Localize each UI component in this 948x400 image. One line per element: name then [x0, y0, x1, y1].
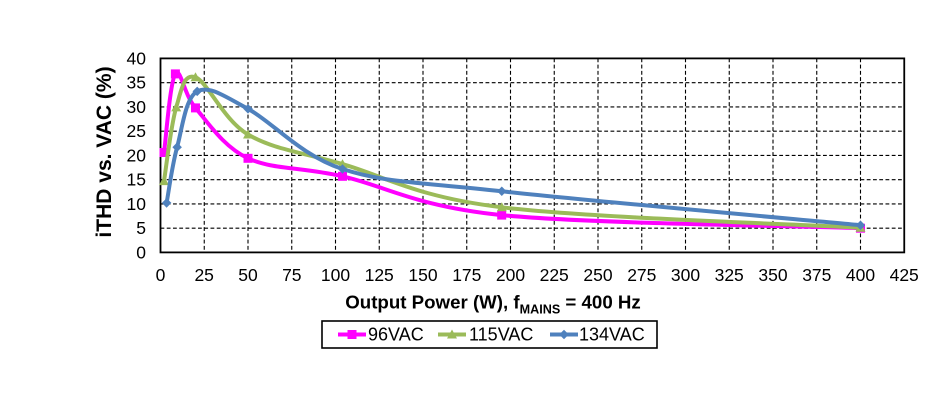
svg-text:0: 0 — [156, 265, 166, 285]
svg-text:425: 425 — [890, 265, 919, 285]
svg-text:275: 275 — [627, 265, 656, 285]
svg-text:5: 5 — [136, 218, 146, 238]
svg-text:25: 25 — [127, 121, 146, 141]
svg-text:96VAC: 96VAC — [368, 325, 424, 345]
svg-text:40: 40 — [127, 48, 147, 68]
svg-text:50: 50 — [238, 265, 258, 285]
svg-text:350: 350 — [758, 265, 787, 285]
svg-text:150: 150 — [408, 265, 437, 285]
svg-text:175: 175 — [452, 265, 481, 285]
svg-text:375: 375 — [802, 265, 831, 285]
svg-text:100: 100 — [321, 265, 350, 285]
svg-text:30: 30 — [127, 97, 147, 117]
svg-text:200: 200 — [496, 265, 525, 285]
svg-text:75: 75 — [282, 265, 301, 285]
svg-text:115VAC: 115VAC — [469, 325, 533, 345]
svg-text:0: 0 — [136, 242, 146, 262]
svg-text:225: 225 — [540, 265, 569, 285]
svg-text:134VAC: 134VAC — [579, 325, 645, 345]
svg-text:15: 15 — [127, 170, 146, 190]
svg-text:400: 400 — [846, 265, 875, 285]
svg-text:iTHD vs. VAC (%): iTHD vs. VAC (%) — [93, 66, 116, 237]
svg-text:300: 300 — [671, 265, 700, 285]
svg-text:35: 35 — [127, 73, 146, 93]
svg-text:125: 125 — [365, 265, 394, 285]
svg-text:25: 25 — [194, 265, 213, 285]
svg-text:325: 325 — [715, 265, 744, 285]
svg-text:10: 10 — [127, 194, 147, 214]
svg-text:20: 20 — [127, 145, 147, 165]
svg-text:250: 250 — [583, 265, 612, 285]
svg-text:Output Power (W), fMAINS = 400: Output Power (W), fMAINS = 400 Hz — [345, 292, 641, 317]
